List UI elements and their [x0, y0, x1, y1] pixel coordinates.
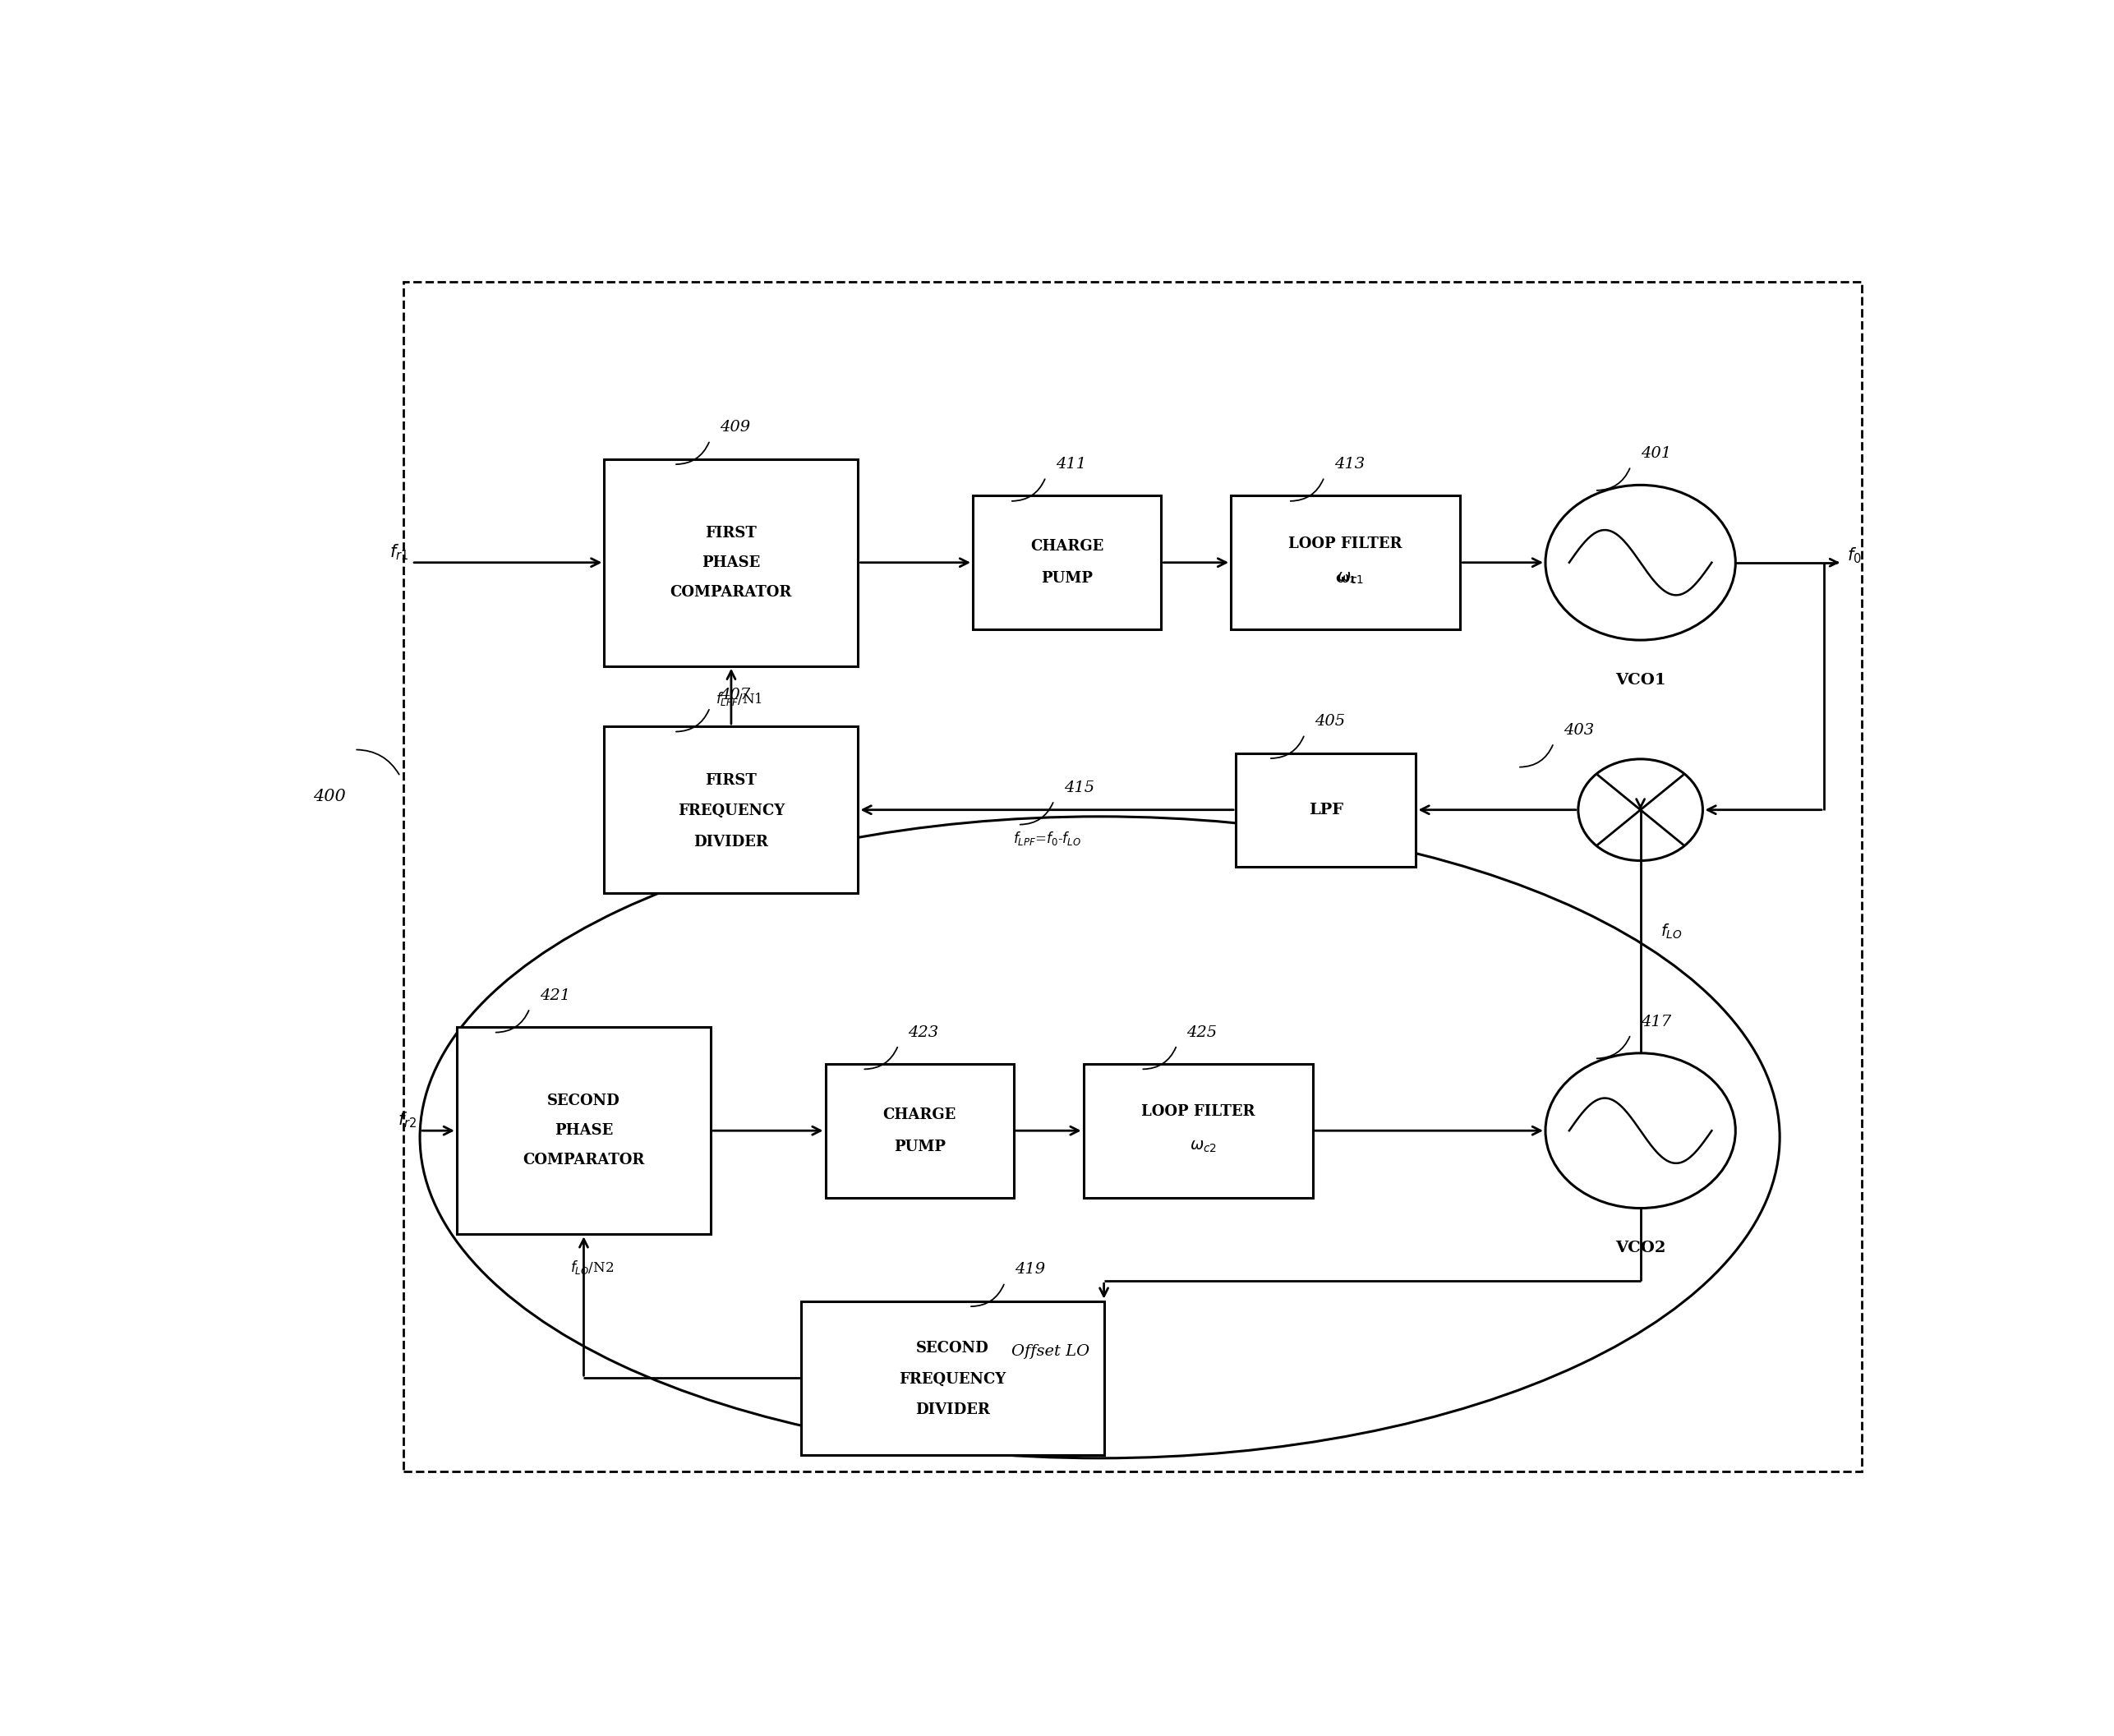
Text: CHARGE: CHARGE [884, 1108, 956, 1121]
Text: SECOND: SECOND [915, 1342, 989, 1356]
Text: $\omega_{c1}$: $\omega_{c1}$ [1336, 571, 1364, 587]
Text: $\omega_{c2}$: $\omega_{c2}$ [1190, 1139, 1218, 1154]
Text: VCO2: VCO2 [1615, 1241, 1666, 1255]
Text: 421: 421 [539, 988, 571, 1003]
Text: 403: 403 [1564, 722, 1594, 738]
Bar [457, 1028, 710, 1234]
Text: Offset LO: Offset LO [1013, 1344, 1089, 1359]
Bar [972, 496, 1161, 630]
Text: DIVIDER: DIVIDER [693, 835, 769, 849]
Text: FREQUENCY: FREQUENCY [898, 1371, 1006, 1387]
Text: ω₁: ω₁ [1336, 571, 1355, 587]
Text: LOOP FILTER: LOOP FILTER [1290, 536, 1402, 552]
Text: CHARGE: CHARGE [1030, 540, 1104, 554]
Text: LOOP FILTER: LOOP FILTER [1142, 1104, 1256, 1120]
Text: 401: 401 [1640, 446, 1670, 462]
Text: 411: 411 [1055, 457, 1087, 472]
Text: PUMP: PUMP [894, 1139, 945, 1154]
Bar [605, 726, 858, 894]
Text: $f_{r1}$: $f_{r1}$ [389, 542, 408, 561]
Bar [1237, 753, 1416, 866]
Text: FIRST: FIRST [706, 773, 757, 788]
Text: 417: 417 [1640, 1014, 1670, 1029]
Text: 407: 407 [719, 687, 750, 703]
Text: FREQUENCY: FREQUENCY [679, 804, 784, 819]
Bar [404, 281, 1862, 1472]
Text: 423: 423 [909, 1024, 939, 1040]
Text: PHASE: PHASE [702, 556, 761, 569]
Text: $f_{LPF}$=$f_0$-$f_{LO}$: $f_{LPF}$=$f_0$-$f_{LO}$ [1013, 830, 1080, 847]
Text: $f_{LPF}$/N1: $f_{LPF}$/N1 [717, 691, 763, 708]
Bar [1230, 496, 1461, 630]
Text: $f_{LO}$: $f_{LO}$ [1659, 922, 1683, 941]
Text: VCO1: VCO1 [1615, 674, 1666, 687]
Text: $f_0$: $f_0$ [1848, 547, 1862, 566]
Text: COMPARATOR: COMPARATOR [522, 1153, 645, 1167]
Text: SECOND: SECOND [548, 1094, 619, 1109]
Text: $f_{r2}$: $f_{r2}$ [397, 1111, 416, 1130]
Bar [605, 458, 858, 667]
Text: 409: 409 [719, 420, 750, 436]
Bar [1082, 1064, 1313, 1198]
Text: COMPARATOR: COMPARATOR [670, 585, 793, 599]
Text: 405: 405 [1315, 713, 1345, 729]
Text: 425: 425 [1186, 1024, 1218, 1040]
Text: FIRST: FIRST [706, 526, 757, 540]
Text: PUMP: PUMP [1042, 571, 1093, 587]
Text: 419: 419 [1015, 1262, 1044, 1278]
Bar [801, 1300, 1104, 1455]
Text: DIVIDER: DIVIDER [915, 1403, 989, 1417]
Text: 400: 400 [313, 788, 347, 804]
Text: LPF: LPF [1309, 802, 1342, 818]
Text: $f_{LO}$/N2: $f_{LO}$/N2 [571, 1259, 613, 1276]
Bar [824, 1064, 1015, 1198]
Text: PHASE: PHASE [554, 1123, 613, 1139]
Text: 413: 413 [1334, 457, 1366, 472]
Text: 415: 415 [1063, 781, 1095, 795]
